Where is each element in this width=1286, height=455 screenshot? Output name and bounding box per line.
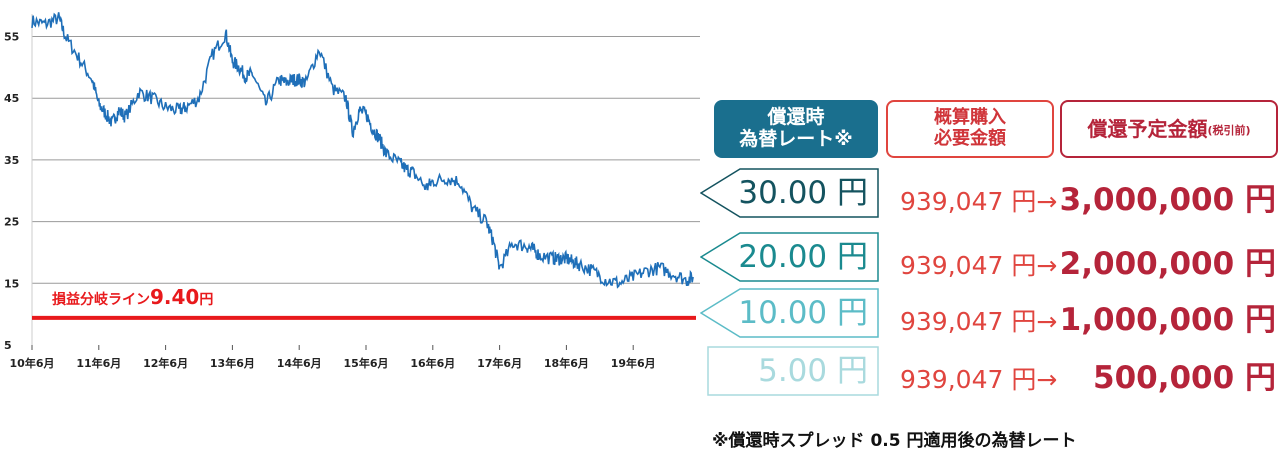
header-redemption-note: (税引前): [1207, 123, 1251, 137]
rate-box-shape: [700, 288, 879, 338]
header-rate: 償還時 為替レート※: [714, 100, 878, 158]
x-tick-label: 17年6月: [477, 356, 522, 370]
y-axis-ticks: 5 15 25 35 45 55: [4, 31, 19, 352]
x-tick-label: 11年6月: [76, 356, 121, 370]
redemption-amount: 1,000,000 円: [1059, 302, 1276, 338]
rate-box-shape: [700, 168, 879, 218]
rate-value: 30.00 円: [738, 175, 868, 211]
rate-value: 5.00 円: [758, 353, 868, 389]
rate-box-2: 10.00 円: [700, 288, 880, 338]
rate-box-shape: [707, 346, 879, 396]
header-redemption-label: 償還予定金額: [1087, 116, 1208, 141]
rate-value: 10.00 円: [738, 295, 868, 331]
x-tick-label: 15年6月: [344, 356, 389, 370]
y-tick-label: 55: [4, 31, 19, 44]
fx-rate-line: [31, 12, 695, 289]
rate-value: 20.00 円: [738, 239, 868, 275]
x-axis-ticks: 10年6月 11年6月 12年6月 13年6月 14年6月 15年6月 16年6月 17年6月…: [10, 345, 656, 370]
breakeven-label: 損益分岐ライン9.40円: [52, 285, 213, 309]
header-amount-line2: 必要金額: [934, 128, 1006, 149]
y-tick-label: 25: [4, 216, 19, 229]
x-tick-label: 19年6月: [611, 356, 656, 370]
y-tick-label: 35: [4, 154, 19, 167]
header-rate-line1: 償還時: [767, 106, 825, 129]
y-tick-label: 45: [4, 92, 19, 105]
x-tick-label: 16年6月: [410, 356, 455, 370]
purchase-amount: 939,047 円→: [900, 307, 1058, 336]
purchase-amount: 939,047 円→: [900, 187, 1058, 216]
redemption-amount: 500,000 円: [1093, 360, 1276, 396]
x-tick-label: 13年6月: [210, 356, 255, 370]
rate-box-3: 5.00 円: [700, 346, 880, 396]
header-amount: 概算購入 必要金額: [886, 100, 1054, 158]
y-tick-label: 5: [4, 339, 12, 352]
header-amount-line1: 概算購入: [934, 107, 1006, 129]
rate-box-shape: [700, 232, 879, 282]
price-chart: 5 15 25 35 45 55 10年6月 11年6月 12年6月 13年6月 14年6月 15年…: [4, 12, 700, 370]
header-rate-line2: 為替レート※: [739, 128, 853, 150]
redemption-amount: 3,000,000 円: [1059, 182, 1276, 218]
x-tick-label: 10年6月: [10, 356, 55, 370]
x-tick-label: 18年6月: [544, 356, 589, 370]
redemption-amount: 2,000,000 円: [1059, 246, 1276, 282]
rate-box-1: 20.00 円: [700, 232, 880, 282]
x-tick-label: 12年6月: [143, 356, 188, 370]
footnote: ※償還時スプレッド 0.5 円適用後の為替レート: [712, 431, 1077, 451]
purchase-amount: 939,047 円→: [900, 251, 1058, 280]
y-tick-label: 15: [4, 277, 19, 290]
rate-box-0: 30.00 円: [700, 168, 880, 218]
purchase-amount: 939,047 円→: [900, 365, 1058, 394]
x-tick-label: 14年6月: [277, 356, 322, 370]
header-redemption: 償還予定金額 (税引前): [1060, 100, 1278, 158]
